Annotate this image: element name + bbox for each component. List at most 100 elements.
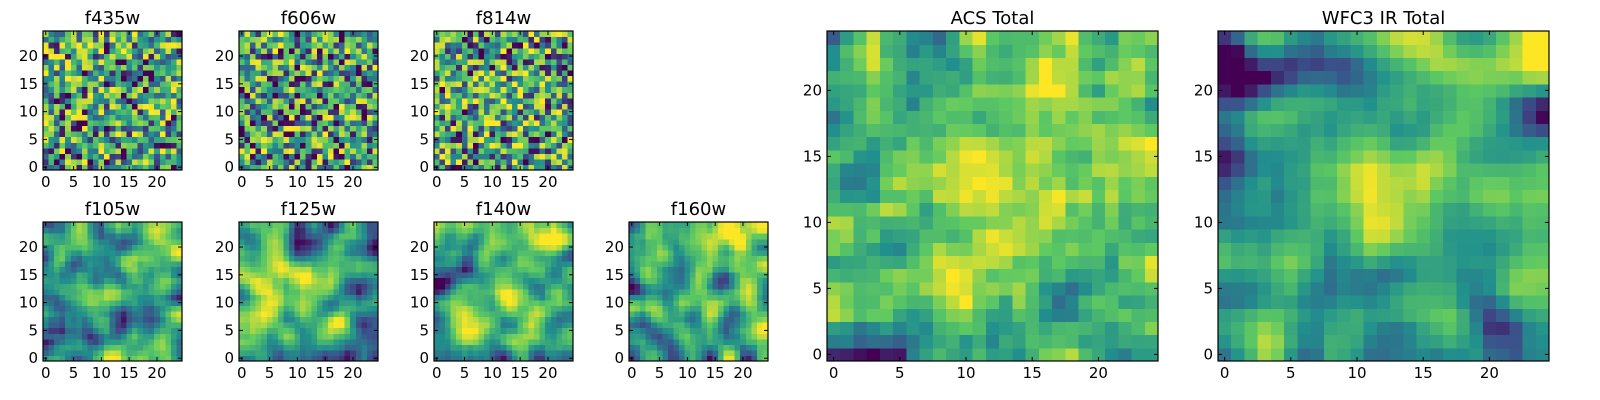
- heatmap-cell: [866, 347, 881, 362]
- heatmap-cell: [250, 266, 257, 273]
- heatmap-cell: [762, 249, 769, 256]
- heatmap-cell: [289, 108, 296, 115]
- heatmap-cell: [159, 92, 166, 99]
- heatmap-cell: [712, 260, 719, 268]
- heatmap-cell: [729, 299, 736, 306]
- heatmap-cell: [70, 338, 77, 345]
- heatmap-cell: [550, 260, 557, 268]
- heatmap-cell: [840, 163, 855, 177]
- heatmap-cell: [932, 255, 947, 270]
- heatmap-cell: [266, 333, 273, 340]
- heatmap-cell: [48, 355, 55, 362]
- heatmap-cell: [54, 233, 61, 240]
- heatmap-cell: [729, 260, 736, 268]
- heatmap-cell: [1012, 229, 1027, 243]
- heatmap-cell: [534, 305, 541, 312]
- heatmap-cell: [98, 81, 105, 88]
- heatmap-cell: [893, 202, 908, 217]
- heatmap-cell: [840, 215, 855, 230]
- heatmap-cell: [361, 142, 368, 149]
- heatmap-cell: [472, 310, 480, 318]
- heatmap-cell: [59, 147, 66, 154]
- heatmap-cell: [489, 108, 496, 115]
- heatmap-cell: [339, 53, 346, 60]
- heatmap-cell: [54, 355, 61, 362]
- heatmap-cell: [126, 333, 133, 340]
- heatmap-cell: [1131, 308, 1146, 322]
- heatmap-cell: [439, 333, 446, 340]
- heatmap-cell: [439, 36, 446, 43]
- heatmap-cell: [500, 164, 507, 171]
- heatmap-cell: [567, 349, 574, 357]
- heatmap-cell: [277, 222, 285, 229]
- heatmap-cell: [840, 255, 855, 270]
- heatmap-cell: [104, 53, 111, 60]
- heatmap-cell: [517, 255, 524, 262]
- heatmap-cell: [534, 75, 541, 82]
- heatmap-cell: [439, 147, 446, 154]
- heatmap-cell: [339, 131, 346, 138]
- heatmap-cell: [93, 136, 100, 143]
- heatmap-cell: [300, 272, 307, 279]
- heatmap-cell: [656, 238, 663, 245]
- heatmap-cell: [81, 47, 89, 54]
- heatmap-cell: [690, 255, 697, 262]
- heatmap-cell: [667, 277, 675, 284]
- heatmap-cell: [294, 233, 301, 240]
- heatmap-cell: [534, 108, 541, 115]
- heatmap-cell: [344, 131, 351, 138]
- heatmap-cell: [93, 97, 100, 104]
- heatmap-cell: [450, 283, 457, 290]
- heatmap-cell: [361, 114, 368, 121]
- heatmap-cell: [339, 238, 346, 245]
- heatmap-cell: [250, 47, 257, 54]
- heatmap-cell: [170, 316, 178, 323]
- heatmap-cell: [840, 308, 855, 322]
- heatmap-cell: [999, 202, 1013, 217]
- x-tick-label: 0: [41, 364, 51, 382]
- heatmap-cell: [489, 69, 496, 77]
- heatmap-cell: [120, 305, 127, 312]
- heatmap-cell: [879, 176, 894, 190]
- heatmap-cell: [333, 31, 340, 38]
- heatmap-cell: [461, 47, 468, 54]
- heatmap-cell: [461, 249, 468, 256]
- y-tick-label: 0: [614, 349, 624, 367]
- heatmap-cell: [289, 333, 296, 340]
- heatmap-cell: [104, 97, 111, 104]
- heatmap-cell: [143, 233, 150, 240]
- heatmap-cell: [104, 103, 111, 110]
- heatmap-cell: [115, 97, 122, 104]
- heatmap-cell: [723, 305, 730, 312]
- heatmap-cell: [701, 249, 708, 256]
- heatmap-cell: [81, 338, 89, 345]
- heatmap-cell: [495, 294, 502, 301]
- heatmap-cell: [154, 92, 161, 99]
- heatmap-cell: [87, 125, 94, 132]
- heatmap-cell: [690, 222, 697, 229]
- heatmap-cell: [300, 355, 307, 362]
- heatmap-cell: [690, 260, 697, 268]
- heatmap-cell: [734, 327, 741, 334]
- heatmap-cell: [81, 222, 89, 229]
- heatmap-cell: [534, 131, 541, 138]
- heatmap-cell: [1038, 202, 1053, 217]
- heatmap-cell: [561, 310, 569, 318]
- heatmap-cell: [120, 277, 127, 284]
- heatmap-cell: [327, 249, 335, 256]
- heatmap-cell: [115, 131, 122, 138]
- heatmap-cell: [946, 308, 960, 322]
- heatmap-cell: [244, 266, 251, 273]
- heatmap-cell: [70, 147, 77, 154]
- heatmap-cell: [985, 202, 1000, 217]
- heatmap-cell: [506, 260, 513, 268]
- heatmap-cell: [484, 75, 491, 82]
- heatmap-cell: [339, 233, 346, 240]
- heatmap-cell: [840, 347, 855, 362]
- heatmap-cell: [305, 316, 312, 323]
- heatmap-cell: [366, 131, 374, 138]
- heatmap-cell: [98, 338, 105, 345]
- heatmap-cell: [1012, 242, 1027, 256]
- y-tick-label: 0: [419, 349, 429, 367]
- heatmap-cell: [294, 136, 301, 143]
